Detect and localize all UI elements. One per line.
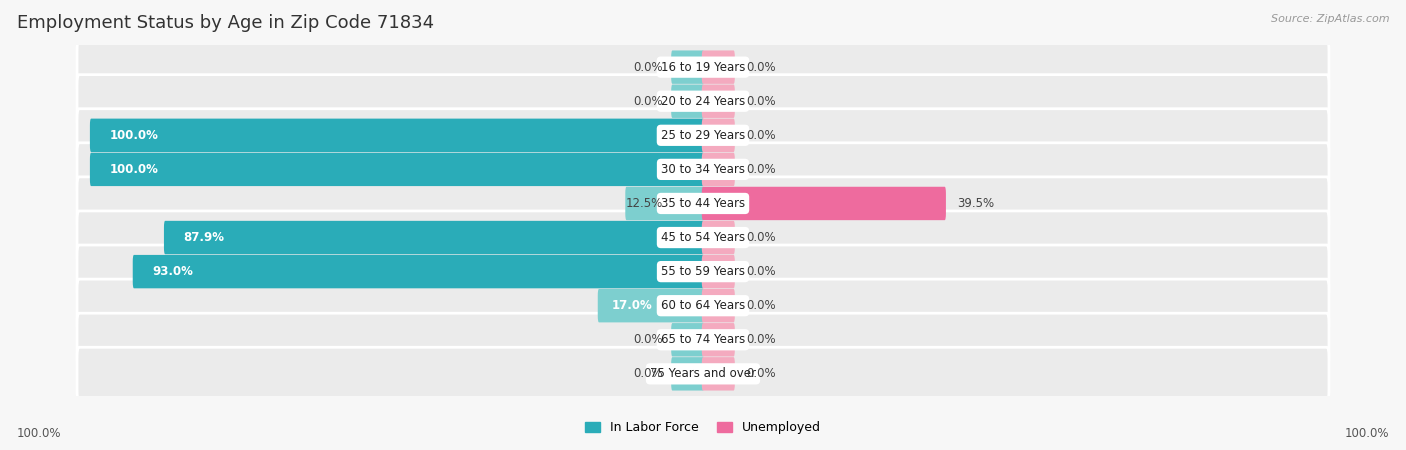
FancyBboxPatch shape xyxy=(77,245,1329,298)
Text: 65 to 74 Years: 65 to 74 Years xyxy=(661,333,745,346)
FancyBboxPatch shape xyxy=(671,85,704,118)
Text: 0.0%: 0.0% xyxy=(745,333,776,346)
FancyBboxPatch shape xyxy=(77,75,1329,128)
FancyBboxPatch shape xyxy=(702,357,735,391)
FancyBboxPatch shape xyxy=(77,40,1329,94)
Text: 30 to 34 Years: 30 to 34 Years xyxy=(661,163,745,176)
Text: 0.0%: 0.0% xyxy=(745,299,776,312)
Text: 12.5%: 12.5% xyxy=(626,197,664,210)
FancyBboxPatch shape xyxy=(702,255,735,288)
FancyBboxPatch shape xyxy=(671,357,704,391)
Text: 60 to 64 Years: 60 to 64 Years xyxy=(661,299,745,312)
Text: 100.0%: 100.0% xyxy=(110,163,159,176)
Text: 100.0%: 100.0% xyxy=(1344,427,1389,440)
Text: 16 to 19 Years: 16 to 19 Years xyxy=(661,61,745,74)
FancyBboxPatch shape xyxy=(132,255,704,288)
Text: 0.0%: 0.0% xyxy=(745,367,776,380)
Text: 93.0%: 93.0% xyxy=(152,265,193,278)
FancyBboxPatch shape xyxy=(598,289,704,322)
Text: 0.0%: 0.0% xyxy=(634,367,664,380)
FancyBboxPatch shape xyxy=(77,109,1329,162)
FancyBboxPatch shape xyxy=(77,347,1329,400)
Text: 0.0%: 0.0% xyxy=(634,333,664,346)
FancyBboxPatch shape xyxy=(77,279,1329,332)
Text: 45 to 54 Years: 45 to 54 Years xyxy=(661,231,745,244)
Text: 0.0%: 0.0% xyxy=(745,231,776,244)
FancyBboxPatch shape xyxy=(671,323,704,356)
Text: 17.0%: 17.0% xyxy=(612,299,652,312)
Text: 55 to 59 Years: 55 to 59 Years xyxy=(661,265,745,278)
Text: 0.0%: 0.0% xyxy=(745,129,776,142)
FancyBboxPatch shape xyxy=(77,143,1329,196)
FancyBboxPatch shape xyxy=(702,85,735,118)
FancyBboxPatch shape xyxy=(671,50,704,84)
Text: 87.9%: 87.9% xyxy=(184,231,225,244)
Text: 0.0%: 0.0% xyxy=(745,95,776,108)
Text: 0.0%: 0.0% xyxy=(745,163,776,176)
Text: 100.0%: 100.0% xyxy=(110,129,159,142)
FancyBboxPatch shape xyxy=(702,119,735,152)
Text: 0.0%: 0.0% xyxy=(634,61,664,74)
FancyBboxPatch shape xyxy=(702,221,735,254)
FancyBboxPatch shape xyxy=(77,177,1329,230)
Text: 0.0%: 0.0% xyxy=(634,95,664,108)
FancyBboxPatch shape xyxy=(90,153,704,186)
Text: 75 Years and over: 75 Years and over xyxy=(650,367,756,380)
FancyBboxPatch shape xyxy=(90,119,704,152)
FancyBboxPatch shape xyxy=(165,221,704,254)
Text: 0.0%: 0.0% xyxy=(745,265,776,278)
FancyBboxPatch shape xyxy=(702,153,735,186)
FancyBboxPatch shape xyxy=(702,289,735,322)
Legend: In Labor Force, Unemployed: In Labor Force, Unemployed xyxy=(579,416,827,439)
Text: 35 to 44 Years: 35 to 44 Years xyxy=(661,197,745,210)
FancyBboxPatch shape xyxy=(702,50,735,84)
Text: Employment Status by Age in Zip Code 71834: Employment Status by Age in Zip Code 718… xyxy=(17,14,434,32)
Text: 25 to 29 Years: 25 to 29 Years xyxy=(661,129,745,142)
FancyBboxPatch shape xyxy=(77,313,1329,366)
FancyBboxPatch shape xyxy=(77,211,1329,264)
Text: 100.0%: 100.0% xyxy=(17,427,62,440)
Text: 0.0%: 0.0% xyxy=(745,61,776,74)
Text: 39.5%: 39.5% xyxy=(957,197,994,210)
FancyBboxPatch shape xyxy=(702,187,946,220)
FancyBboxPatch shape xyxy=(702,323,735,356)
FancyBboxPatch shape xyxy=(626,187,704,220)
Text: 20 to 24 Years: 20 to 24 Years xyxy=(661,95,745,108)
Text: Source: ZipAtlas.com: Source: ZipAtlas.com xyxy=(1271,14,1389,23)
